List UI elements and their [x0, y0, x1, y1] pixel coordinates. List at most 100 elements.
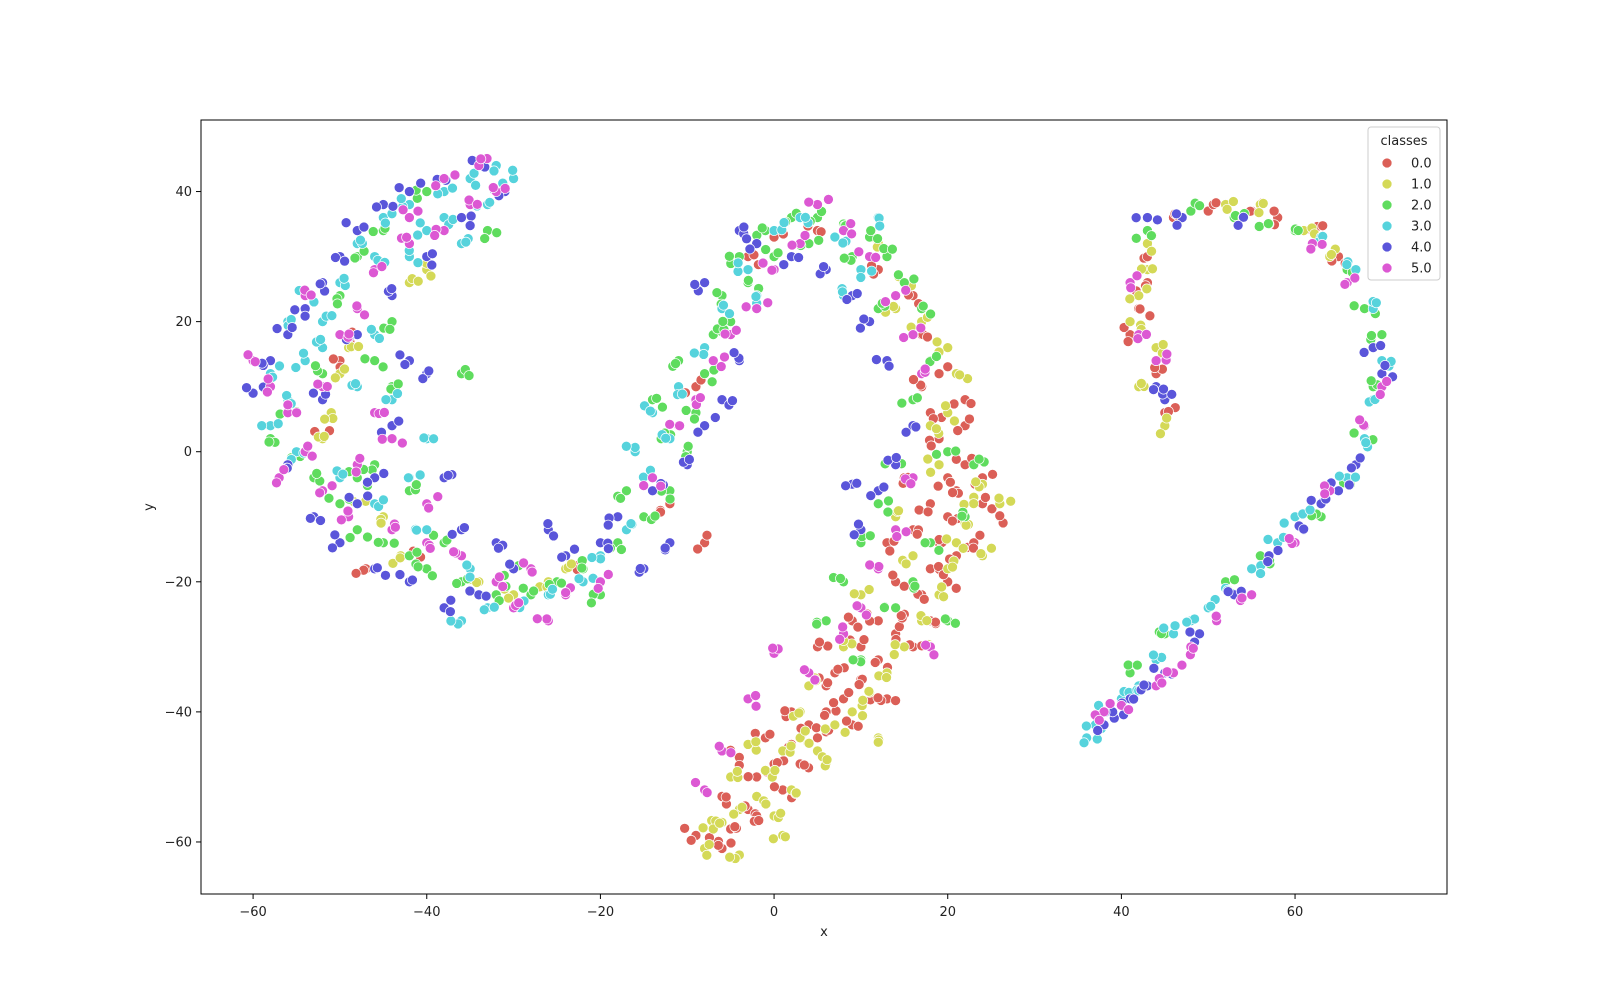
data-point	[1365, 375, 1377, 387]
data-point	[380, 569, 391, 581]
data-point	[634, 563, 646, 574]
data-point	[822, 677, 833, 689]
data-point	[1343, 479, 1355, 491]
data-point	[1171, 219, 1183, 231]
data-point	[864, 559, 876, 571]
data-point	[1253, 207, 1265, 218]
data-point	[689, 279, 701, 290]
data-point	[332, 298, 343, 310]
data-point	[965, 398, 977, 409]
data-point	[616, 544, 627, 555]
data-point	[471, 199, 483, 210]
legend-marker	[1381, 241, 1393, 253]
data-point	[464, 585, 476, 597]
data-point	[690, 777, 701, 788]
data-point	[1348, 427, 1360, 439]
data-point	[1350, 471, 1361, 483]
data-point	[692, 426, 704, 438]
data-point	[670, 358, 681, 369]
data-point	[315, 334, 326, 345]
data-point	[392, 378, 404, 390]
data-point	[310, 360, 321, 372]
legend-label: 0.0	[1411, 157, 1432, 172]
legend-marker	[1381, 199, 1393, 211]
data-point	[1263, 218, 1274, 229]
data-point	[586, 552, 598, 563]
data-point	[987, 469, 998, 480]
data-point	[388, 537, 400, 549]
data-point	[1304, 504, 1316, 516]
data-point	[351, 524, 363, 536]
data-point	[334, 498, 346, 510]
data-point	[674, 420, 685, 432]
data-point	[847, 654, 859, 666]
data-point	[712, 840, 724, 851]
data-point	[823, 194, 834, 205]
data-point	[750, 291, 762, 302]
data-point	[329, 529, 341, 541]
data-point	[921, 615, 933, 626]
data-point	[517, 582, 529, 594]
data-point	[311, 468, 323, 479]
data-point	[994, 510, 1006, 522]
data-point	[449, 169, 461, 181]
data-point	[799, 230, 811, 241]
data-point	[756, 222, 768, 234]
data-point	[659, 542, 671, 554]
data-point	[1131, 659, 1143, 671]
data-point	[621, 485, 632, 497]
data-point	[975, 548, 987, 560]
data-point	[764, 728, 776, 740]
data-point	[411, 546, 423, 558]
data-point	[740, 301, 752, 313]
data-point	[769, 781, 780, 793]
data-point	[493, 542, 504, 554]
data-point	[945, 476, 956, 488]
data-point	[321, 381, 333, 392]
data-point	[1278, 517, 1290, 529]
data-point	[394, 569, 406, 580]
data-point	[845, 218, 857, 229]
data-point	[834, 633, 846, 645]
data-point	[786, 239, 798, 251]
data-point	[821, 754, 833, 766]
data-point	[404, 212, 415, 223]
legend-marker	[1381, 178, 1393, 190]
data-point	[573, 573, 585, 585]
data-point	[394, 552, 406, 564]
legend-label: 4.0	[1411, 241, 1432, 256]
x-tick-label: −20	[587, 905, 614, 920]
data-point	[947, 515, 958, 527]
data-point	[368, 267, 379, 279]
data-point	[1379, 360, 1391, 371]
x-axis-label: x	[820, 925, 828, 940]
data-point	[1283, 533, 1295, 544]
data-point	[711, 287, 723, 298]
data-point	[779, 831, 791, 843]
data-point	[314, 487, 326, 499]
data-point	[893, 269, 904, 281]
data-point	[396, 437, 408, 449]
data-point	[362, 490, 374, 502]
data-point	[513, 597, 525, 609]
data-point	[772, 247, 784, 259]
data-point	[728, 347, 740, 358]
data-point	[882, 506, 894, 518]
data-point	[407, 574, 418, 586]
data-point	[858, 634, 870, 646]
data-point	[299, 310, 311, 322]
data-point	[362, 531, 373, 543]
data-point	[1246, 563, 1257, 575]
data-point	[1130, 212, 1142, 224]
data-point	[793, 707, 805, 719]
data-point	[340, 217, 352, 229]
data-point	[427, 570, 438, 582]
data-point	[389, 521, 401, 533]
data-point	[566, 558, 577, 570]
data-point	[328, 353, 339, 365]
data-point	[835, 573, 846, 584]
x-tick-label: −60	[239, 905, 266, 920]
data-point	[957, 542, 969, 554]
data-point	[731, 766, 743, 777]
data-point	[386, 283, 398, 294]
